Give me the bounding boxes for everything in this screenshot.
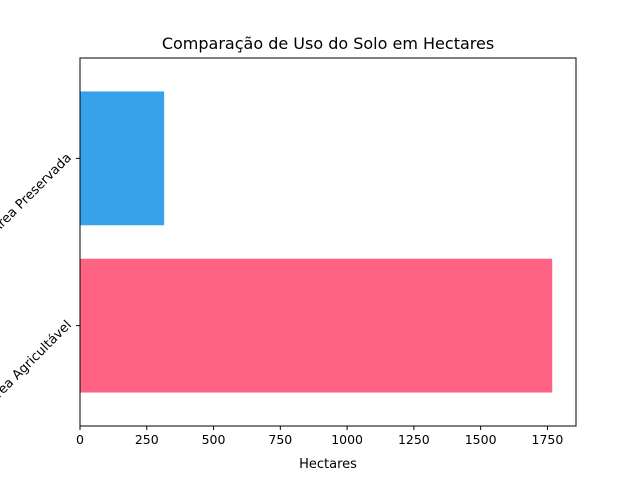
bars-group	[80, 91, 553, 393]
plot-frame	[79, 57, 577, 427]
x-axis: 0 250 500 750 1000 1250 1500 1750	[76, 426, 563, 447]
x-tick-label-2: 250	[135, 432, 159, 447]
chart-title: Comparação de Uso do Solo em Hectares	[162, 34, 494, 53]
x-tick-label-7: 1500	[465, 432, 497, 447]
x-tick-label-6: 1250	[398, 432, 430, 447]
bar-1	[80, 258, 553, 393]
x-axis-label: Hectares	[299, 457, 357, 472]
x-tick-label-5: 1000	[331, 432, 363, 447]
x-tick-label-1: 0	[76, 432, 84, 447]
x-tick-label-4: 750	[268, 432, 292, 447]
bar-2	[80, 91, 165, 226]
x-tick-label-8: 1750	[532, 432, 564, 447]
x-tick-label-3: 500	[202, 432, 226, 447]
